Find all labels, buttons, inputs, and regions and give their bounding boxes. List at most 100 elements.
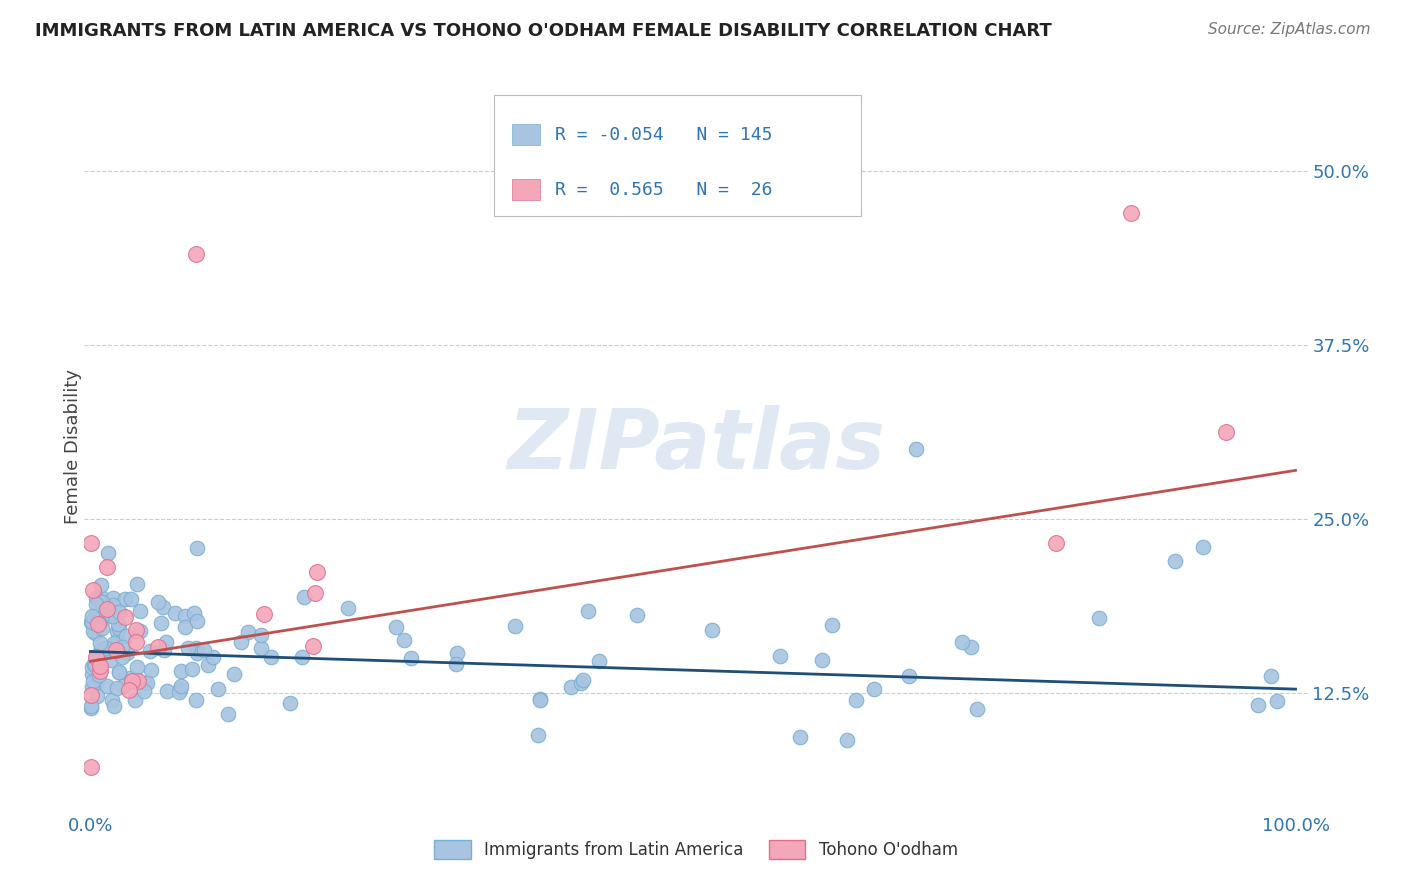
- Point: [84, 655, 107, 669]
- Point: [101, 591, 124, 605]
- Point: [79, 760, 101, 774]
- Point: [125, 623, 148, 637]
- Point: [193, 643, 215, 657]
- Point: [186, 646, 208, 660]
- Point: [120, 672, 142, 686]
- Point: [84, 650, 107, 665]
- Point: [183, 607, 205, 621]
- Point: [148, 595, 170, 609]
- Point: [107, 624, 129, 639]
- Point: [186, 541, 208, 556]
- Text: R = -0.054   N = 145: R = -0.054 N = 145: [554, 126, 772, 145]
- Point: [169, 681, 191, 696]
- Point: [91, 595, 114, 609]
- Point: [1260, 669, 1282, 683]
- Point: [86, 591, 108, 605]
- Point: [83, 657, 105, 672]
- Point: [120, 591, 142, 606]
- Point: [139, 663, 162, 677]
- Point: [252, 607, 274, 621]
- Point: [152, 643, 174, 657]
- Point: [115, 629, 138, 643]
- Point: [197, 657, 219, 672]
- Point: [128, 604, 150, 618]
- Point: [117, 646, 139, 660]
- Point: [201, 649, 224, 664]
- Point: [249, 628, 271, 642]
- Point: [96, 641, 118, 656]
- Point: [139, 644, 162, 658]
- Point: [86, 689, 108, 703]
- Point: [96, 679, 118, 693]
- Point: [260, 649, 283, 664]
- Point: [80, 680, 103, 694]
- Point: [87, 616, 110, 631]
- Point: [291, 650, 314, 665]
- FancyBboxPatch shape: [513, 179, 540, 200]
- Point: [862, 681, 884, 696]
- Point: [82, 609, 104, 624]
- Point: [385, 620, 408, 634]
- Point: [1192, 540, 1215, 554]
- Point: [337, 600, 360, 615]
- Point: [173, 609, 195, 624]
- Point: [111, 650, 134, 665]
- Point: [134, 676, 156, 690]
- Point: [392, 633, 415, 648]
- Point: [107, 645, 129, 659]
- Point: [90, 590, 112, 604]
- Point: [1119, 205, 1142, 219]
- Point: [107, 621, 129, 635]
- Point: [305, 566, 328, 580]
- Point: [86, 676, 108, 690]
- Point: [121, 673, 143, 688]
- Point: [80, 536, 103, 550]
- Point: [129, 624, 152, 639]
- Point: [103, 608, 125, 623]
- Point: [90, 604, 112, 618]
- Point: [835, 733, 858, 747]
- Point: [105, 681, 128, 696]
- Point: [224, 666, 246, 681]
- Point: [125, 660, 148, 674]
- Point: [569, 676, 592, 690]
- Point: [127, 673, 149, 688]
- Point: [112, 679, 135, 693]
- Point: [950, 635, 973, 649]
- Point: [250, 640, 273, 655]
- Point: [84, 650, 107, 665]
- Point: [446, 646, 468, 660]
- Point: [149, 616, 172, 631]
- Point: [904, 442, 927, 457]
- Point: [125, 577, 148, 591]
- Point: [103, 698, 125, 713]
- Point: [1265, 694, 1288, 708]
- Point: [529, 692, 551, 706]
- Point: [82, 659, 104, 673]
- Point: [1045, 536, 1067, 550]
- Point: [96, 559, 118, 574]
- Point: [90, 621, 112, 635]
- Point: [89, 615, 111, 630]
- Point: [163, 606, 186, 620]
- Point: [90, 641, 112, 656]
- Point: [174, 620, 197, 634]
- Point: [114, 592, 136, 607]
- Point: [626, 608, 648, 623]
- Point: [89, 636, 111, 650]
- Point: [960, 640, 983, 654]
- Point: [571, 673, 593, 687]
- Point: [80, 700, 103, 714]
- Point: [560, 681, 582, 695]
- Point: [86, 619, 108, 633]
- Point: [898, 669, 921, 683]
- Point: [527, 728, 550, 742]
- Point: [97, 645, 120, 659]
- Point: [82, 624, 104, 638]
- Point: [152, 600, 174, 615]
- Point: [278, 696, 301, 710]
- Text: Source: ZipAtlas.com: Source: ZipAtlas.com: [1208, 22, 1371, 37]
- Point: [107, 616, 129, 631]
- Point: [186, 614, 208, 628]
- Point: [108, 665, 131, 680]
